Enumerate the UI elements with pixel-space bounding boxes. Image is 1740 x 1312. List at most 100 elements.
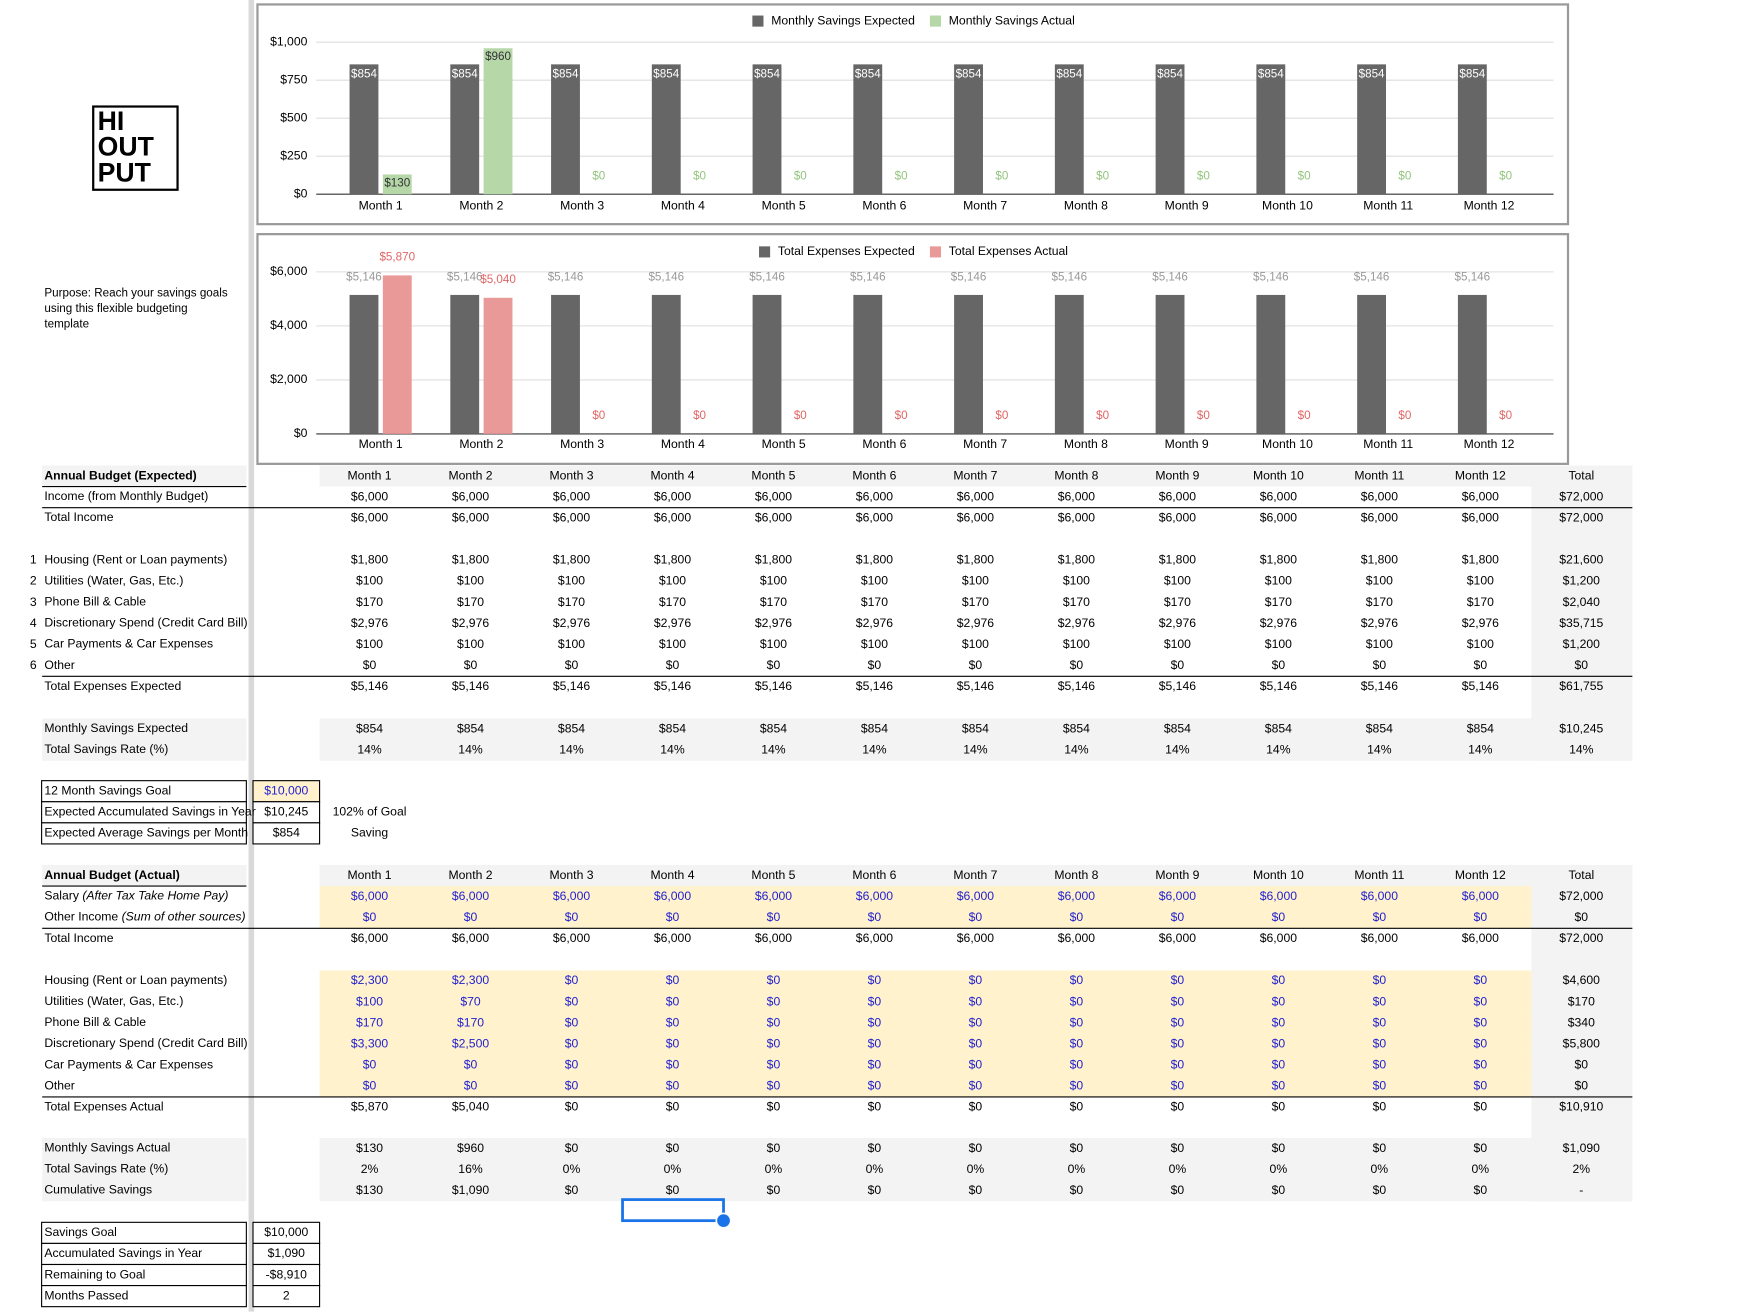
cell: $5,146: [553, 679, 590, 693]
cell: $170: [1164, 595, 1191, 609]
goal-label: Savings Goal: [44, 1225, 117, 1239]
x-tick-label: Month 3: [560, 199, 604, 213]
y-tick-label: $0: [294, 186, 308, 200]
bar: [1054, 294, 1084, 434]
cell: $6,000: [654, 889, 691, 903]
cell: 2%: [1573, 1162, 1591, 1176]
cell: $2,976: [1260, 616, 1297, 630]
cell: $6,000: [755, 489, 792, 503]
cell: $0: [1070, 1079, 1084, 1093]
cell: $5,146: [755, 679, 792, 693]
cell: 14%: [1165, 742, 1190, 756]
legend-swatch: [759, 246, 771, 258]
cell: $0: [969, 1079, 983, 1093]
bar: [1457, 64, 1487, 195]
cell: $0: [565, 658, 579, 672]
column-header: Month 8: [1054, 468, 1098, 482]
column-header: Month 11: [1354, 468, 1404, 482]
cell: $0: [565, 1141, 579, 1155]
cell: 14%: [1367, 742, 1392, 756]
bar: [1256, 294, 1286, 434]
data-label: $0: [1096, 170, 1109, 183]
data-label: $5,870: [379, 251, 415, 264]
cell: $0: [1373, 1058, 1387, 1072]
cell: $0: [868, 1183, 882, 1197]
input-bg: [319, 1075, 1532, 1097]
cell: $0: [1373, 1015, 1387, 1029]
cell: $340: [1568, 1015, 1595, 1029]
bar: [853, 64, 883, 195]
cell: $61,755: [1559, 679, 1603, 693]
column-header: Total: [1568, 868, 1594, 882]
y-tick-label: $2,000: [270, 372, 307, 386]
data-label: $5,146: [447, 270, 483, 283]
data-label: $854: [855, 67, 881, 80]
cell: $0: [767, 1036, 781, 1050]
cell: $0: [1373, 1079, 1387, 1093]
goal-value-cell: [252, 1285, 321, 1308]
cell: $0: [666, 1141, 680, 1155]
cell: $6,000: [553, 510, 590, 524]
y-tick-label: $0: [294, 426, 308, 440]
column-header: Month 2: [448, 468, 492, 482]
data-label: $854: [1459, 67, 1485, 80]
data-label: $0: [895, 409, 908, 422]
cell: $5,146: [1159, 679, 1196, 693]
row-bg: [319, 1137, 1633, 1160]
cell: $6,000: [957, 489, 994, 503]
x-tick-label: Month 8: [1064, 437, 1108, 451]
bar: [349, 294, 379, 434]
cell: $170: [1063, 595, 1090, 609]
cell: $0: [666, 994, 680, 1008]
cell: $2,976: [1159, 616, 1196, 630]
cell: 0%: [1068, 1162, 1086, 1176]
y-tick-label: $4,000: [270, 318, 307, 332]
logo-line: PUT: [98, 157, 151, 187]
cell: $0: [565, 973, 579, 987]
data-label: $5,146: [1152, 270, 1188, 283]
row-label: Other Income (Sum of other sources): [44, 910, 245, 924]
row-label: Cumulative Savings: [44, 1183, 152, 1197]
cell: $2,300: [452, 973, 489, 987]
row-bg: [319, 739, 1633, 761]
cell: $2,300: [351, 973, 388, 987]
bar: [651, 294, 681, 434]
row-bg: [319, 718, 1633, 740]
cell: $0: [767, 1183, 781, 1197]
cell: $5,040: [452, 1100, 489, 1114]
cell: $1,800: [856, 553, 893, 567]
data-label: $854: [553, 67, 579, 80]
cell: $6,000: [1462, 510, 1499, 524]
cell: $1,800: [351, 553, 388, 567]
row-bg: [319, 1180, 1633, 1202]
cell: $0: [1171, 1079, 1185, 1093]
row-label: Utilities (Water, Gas, Etc.): [44, 994, 183, 1008]
goal-value-cell: [252, 822, 321, 845]
cell: $1,800: [553, 553, 590, 567]
cell: $170: [457, 1015, 484, 1029]
cell: $0: [464, 658, 478, 672]
row-label-text: Other: [44, 1079, 74, 1093]
row-label: Other: [44, 1079, 74, 1093]
cell: $0: [363, 1079, 377, 1093]
row-label-text: Housing (Rent or Loan payments): [44, 973, 227, 987]
x-tick-label: Month 8: [1064, 199, 1108, 213]
cell: $0: [868, 1100, 882, 1114]
cell: $0: [1272, 973, 1286, 987]
cell: $6,000: [351, 889, 388, 903]
row-label: Car Payments & Car Expenses: [44, 1058, 213, 1072]
goal-label: Accumulated Savings in Year: [44, 1246, 202, 1260]
cell: $2,976: [957, 616, 994, 630]
cell: $170: [558, 595, 585, 609]
bar: [954, 294, 983, 434]
cell: $0: [1070, 973, 1084, 987]
cell: $100: [356, 637, 383, 651]
bar: [954, 64, 983, 195]
cell: $1,800: [654, 553, 691, 567]
column-header: Month 6: [852, 468, 896, 482]
bar: [651, 64, 681, 195]
cell: $0: [464, 1079, 478, 1093]
goal-note: Saving: [351, 826, 388, 840]
row-label: Monthly Savings Expected: [44, 721, 188, 735]
